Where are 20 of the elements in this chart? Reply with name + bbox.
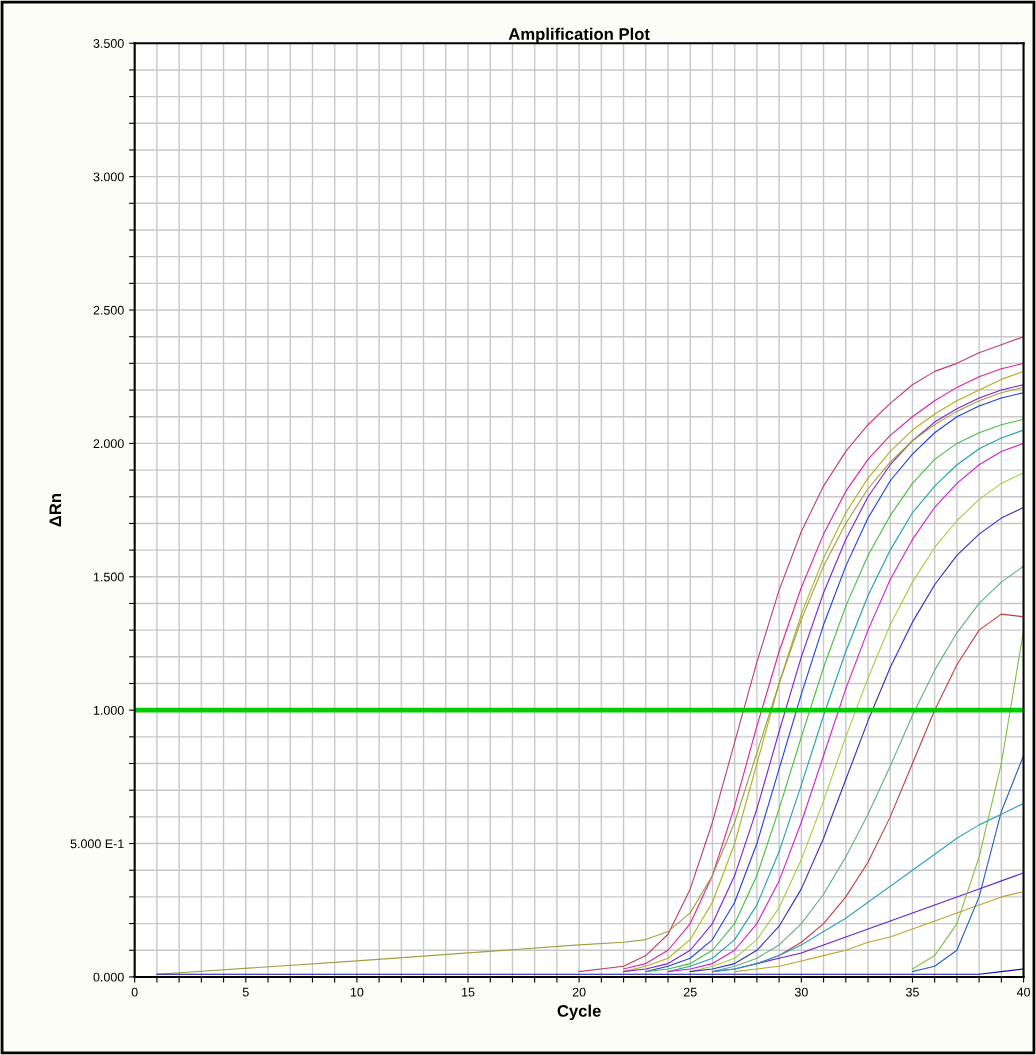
x-tick-label: 5 (242, 987, 249, 997)
y-tick-label: 1.500 (93, 572, 124, 582)
y-tick-label: 1.000 (93, 705, 124, 715)
x-tick-label: 10 (350, 987, 364, 997)
x-tick-label: 20 (572, 987, 586, 997)
y-tick-label: 2.000 (93, 439, 124, 449)
x-tick-label: 40 (1016, 987, 1031, 997)
x-tick-label: 0 (131, 987, 138, 997)
chart-title: Amplification Plot (508, 27, 650, 44)
x-axis-title: Cycle (557, 1004, 601, 1021)
y-tick-label: 5.000 E-1 (70, 839, 124, 849)
x-tick-label: 25 (683, 987, 697, 997)
y-tick-label: 0.000 (93, 972, 124, 982)
y-tick-label: 3.500 (93, 39, 124, 48)
y-tick-label: 3.000 (93, 172, 124, 182)
x-tick-label: 30 (794, 987, 808, 997)
y-tick-label: 2.500 (93, 305, 124, 315)
x-tick-label: 35 (905, 987, 919, 997)
x-tick-label: 15 (462, 987, 475, 997)
y-axis-title: ΔRn (49, 494, 62, 527)
